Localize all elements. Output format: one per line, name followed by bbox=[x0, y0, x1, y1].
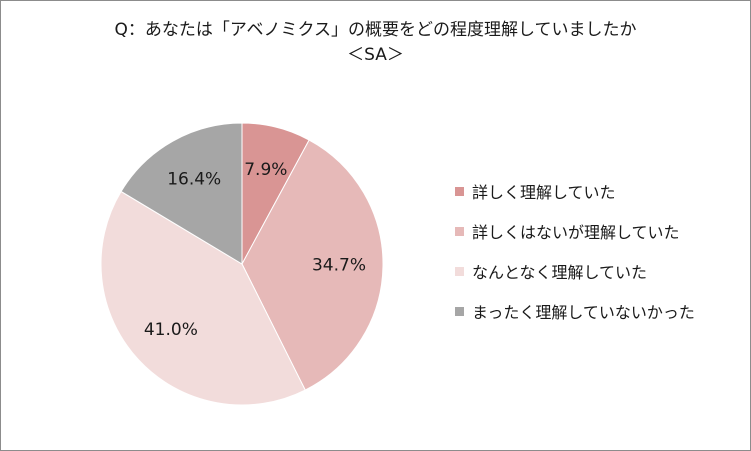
legend-item: 詳しく理解していた bbox=[455, 180, 695, 202]
legend-swatch bbox=[455, 306, 464, 316]
legend-swatch bbox=[455, 186, 464, 196]
pie-slice bbox=[241, 139, 384, 391]
pie-slice-label: 7.9% bbox=[244, 160, 287, 180]
pie-slice bbox=[100, 190, 306, 406]
pie-slice-label: 41.0% bbox=[144, 320, 198, 340]
legend-label: まったく理解していないかった bbox=[472, 303, 695, 322]
legend-swatch bbox=[455, 266, 464, 276]
pie-slice bbox=[120, 122, 243, 265]
legend-item: なんとなく理解していた bbox=[455, 260, 695, 282]
pie-slice-label: 34.7% bbox=[312, 256, 366, 276]
chart-legend: 詳しく理解していた 詳しくはないが理解していた なんとなく理解していた まったく… bbox=[455, 180, 695, 340]
chart-title-line-2: ＜SA＞ bbox=[347, 45, 404, 65]
legend-swatch bbox=[455, 226, 464, 236]
legend-item: 詳しくはないが理解していた bbox=[455, 220, 695, 242]
chart-title-line-1: Q：あなたは「アベノミクス」の概要をどの程度理解していましたか bbox=[114, 20, 637, 40]
pie-slice-label: 16.4% bbox=[167, 170, 221, 190]
legend-label: 詳しく理解していた bbox=[472, 183, 616, 202]
legend-label: 詳しくはないが理解していた bbox=[472, 223, 680, 242]
chart-title: Q：あなたは「アベノミクス」の概要をどの程度理解していましたか ＜SA＞ bbox=[0, 18, 751, 68]
legend-label: なんとなく理解していた bbox=[472, 263, 648, 282]
legend-item: まったく理解していないかった bbox=[455, 300, 695, 322]
